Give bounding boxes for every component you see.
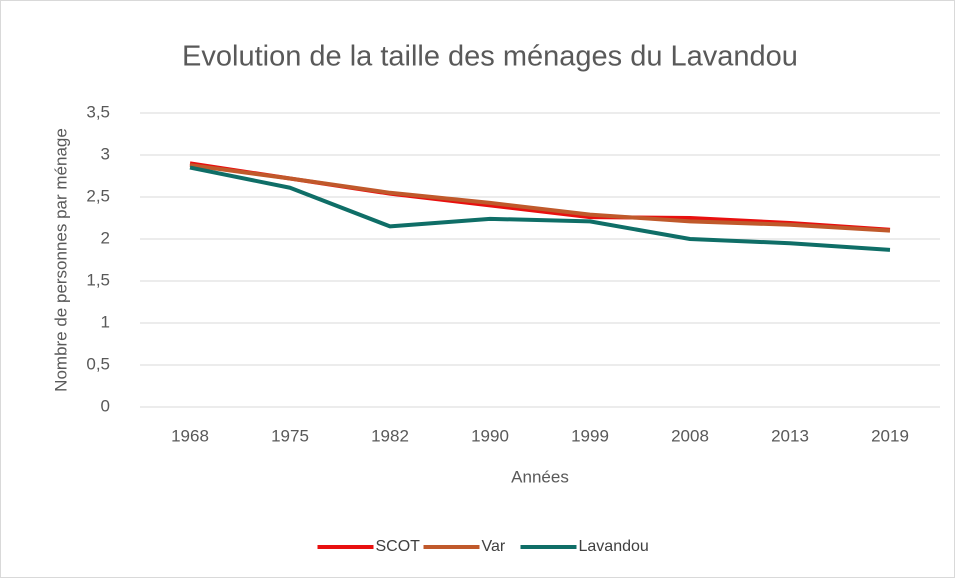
y-tick-label: 3 — [101, 144, 110, 163]
x-tick-label: 1999 — [571, 426, 609, 445]
y-tick-label: 1,5 — [86, 270, 110, 289]
x-axis-label: Années — [511, 467, 569, 486]
y-axis-label: Nombre de personnes par ménage — [51, 128, 70, 392]
legend-label: SCOT — [376, 538, 421, 555]
y-tick-label: 1 — [101, 312, 110, 331]
x-tick-label: 1990 — [471, 426, 509, 445]
x-tick-label: 2008 — [671, 426, 709, 445]
legend-label: Var — [482, 538, 506, 555]
x-tick-label: 1982 — [371, 426, 409, 445]
series-line — [189, 163, 891, 233]
x-tick-label: 2019 — [871, 426, 909, 445]
x-tick-label: 2013 — [771, 426, 809, 445]
x-tick-label: 1968 — [171, 426, 209, 445]
y-tick-label: 2 — [101, 228, 110, 247]
y-tick-label: 3,5 — [86, 102, 110, 121]
x-tick-label: 1975 — [271, 426, 309, 445]
y-tick-label: 0 — [101, 396, 110, 415]
chart-title: Evolution de la taille des ménages du La… — [182, 41, 798, 73]
legend-label: Lavandou — [579, 538, 649, 555]
series-line — [189, 165, 891, 252]
y-tick-label: 0,5 — [86, 354, 110, 373]
y-tick-label: 2,5 — [86, 186, 110, 205]
